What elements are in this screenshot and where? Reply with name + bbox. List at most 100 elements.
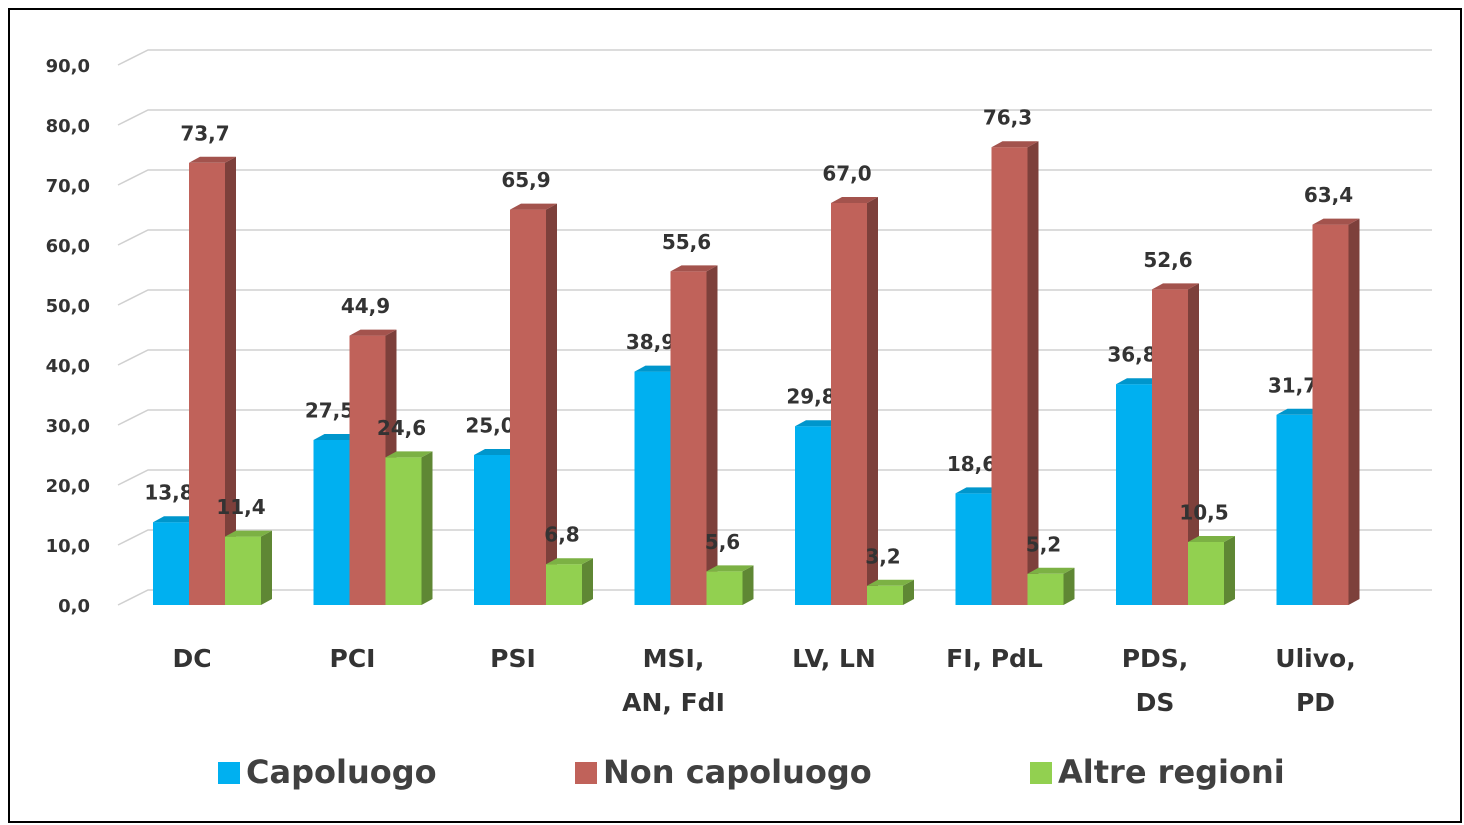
bar-top	[546, 558, 593, 565]
value-label: 76,3	[983, 106, 1032, 130]
x-tick-label: Ulivo, PD	[1275, 644, 1355, 717]
bar	[831, 197, 878, 605]
bar-top	[831, 197, 878, 203]
bar-top	[1116, 378, 1163, 385]
bar-top	[1312, 218, 1360, 225]
bar-top	[313, 434, 361, 440]
legend-swatch	[218, 762, 240, 784]
bar-side	[225, 156, 236, 606]
grid-line	[117, 49, 1432, 66]
bar-front	[385, 457, 422, 605]
bar-side	[261, 530, 272, 605]
value-label: 3,2	[865, 544, 900, 568]
bar	[225, 530, 272, 605]
bar-front	[795, 426, 831, 605]
y-tick-label: 60,0	[46, 236, 90, 257]
bar-top	[670, 265, 718, 272]
bar-top	[225, 530, 272, 537]
y-tick-label: 70,0	[46, 176, 90, 197]
x-tick-label: LV, LN	[792, 644, 876, 673]
bar-top	[189, 156, 236, 163]
value-label: 44,9	[341, 294, 390, 318]
bar-side	[546, 203, 557, 605]
bar-top	[795, 420, 842, 427]
value-label: 24,6	[377, 416, 426, 440]
bar	[1312, 218, 1360, 605]
bar-top	[634, 365, 682, 372]
bar-front	[867, 585, 903, 605]
value-label: 13,8	[144, 481, 193, 505]
bar-top	[867, 579, 914, 586]
bar-side	[421, 451, 433, 605]
value-label: 73,7	[180, 121, 229, 145]
bar-front	[1188, 542, 1224, 605]
bar-side	[1224, 536, 1235, 605]
bar	[546, 558, 593, 605]
bar-side	[867, 197, 878, 605]
value-label: 52,6	[1143, 248, 1192, 272]
bar-side	[903, 579, 914, 605]
bar-front	[1152, 289, 1188, 605]
bar-side	[742, 565, 754, 605]
bar	[385, 451, 433, 605]
bar-front	[670, 271, 707, 605]
bar-top	[385, 451, 433, 458]
bar-top	[991, 141, 1039, 148]
x-tick-label: FI, PdL	[946, 644, 1043, 673]
bar-front	[153, 522, 189, 605]
y-tick-label: 10,0	[46, 536, 90, 557]
x-tick-label: PDS, DS	[1122, 644, 1189, 717]
bar-front	[706, 571, 743, 605]
bar-top	[955, 487, 1003, 494]
bar-top	[510, 203, 557, 210]
legend-label: Non capoluogo	[603, 753, 872, 791]
bar	[670, 265, 718, 605]
bar-front	[225, 536, 261, 605]
bar-front	[634, 371, 671, 605]
legend-label: Altre regioni	[1058, 753, 1285, 791]
value-label: 27,5	[305, 399, 354, 423]
grid-line	[117, 109, 1432, 126]
bar-top	[1276, 408, 1324, 415]
x-tick-label: PSI	[490, 644, 536, 673]
value-label: 55,6	[662, 230, 711, 254]
bar-front	[991, 147, 1028, 605]
bar-front	[189, 162, 225, 606]
value-label: 67,0	[822, 162, 871, 186]
bar	[867, 579, 914, 605]
y-tick-label: 20,0	[46, 476, 90, 497]
bar-front	[313, 440, 350, 605]
y-tick-label: 90,0	[46, 56, 90, 77]
bar-top	[474, 449, 521, 455]
bar-side	[1188, 283, 1199, 605]
y-tick-label: 0,0	[58, 596, 90, 617]
bar-side	[1063, 567, 1075, 605]
bar-front	[1276, 414, 1313, 605]
value-label: 18,6	[947, 452, 996, 476]
legend-label: Capoluogo	[246, 753, 437, 791]
value-label: 5,2	[1026, 532, 1061, 556]
bar-front	[510, 209, 546, 605]
bar-side	[1348, 218, 1360, 605]
value-label: 25,0	[465, 414, 514, 438]
value-label: 29,8	[786, 385, 835, 409]
bar-top	[1027, 567, 1075, 574]
bar	[510, 203, 557, 605]
y-tick-label: 30,0	[46, 416, 90, 437]
bar-side	[706, 265, 718, 605]
bar	[1027, 567, 1075, 605]
bar-side	[582, 558, 593, 605]
x-tick-label: DC	[172, 644, 211, 673]
x-tick-label: MSI, AN, FdI	[622, 644, 725, 717]
bar-front	[1312, 224, 1349, 605]
bar	[189, 156, 236, 606]
bar-top	[153, 516, 200, 523]
bar-front	[349, 335, 386, 605]
bar-front	[546, 564, 582, 605]
bar-side	[1027, 141, 1039, 605]
bar	[706, 565, 754, 605]
value-label: 38,9	[626, 330, 675, 354]
value-label: 10,5	[1179, 501, 1228, 525]
y-tick-label: 50,0	[46, 296, 90, 317]
